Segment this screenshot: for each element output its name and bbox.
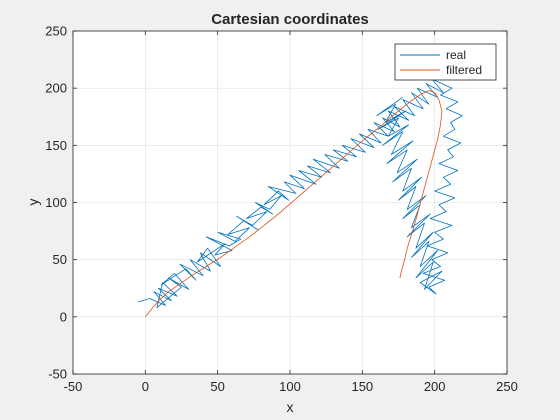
- x-tick-label: 0: [142, 379, 149, 394]
- series-line-filtered: [144, 90, 443, 318]
- tick-labels: -50 0 50 100 150 200 250 -50 0 50 100 150 200 250: [45, 24, 518, 395]
- ticks: [72, 30, 508, 375]
- y-tick-label: 200: [45, 81, 67, 96]
- y-tick-label: 50: [53, 252, 67, 267]
- x-tick-label: 100: [279, 379, 301, 394]
- x-tick-label: 250: [496, 379, 518, 394]
- x-tick-label: 50: [210, 379, 224, 394]
- x-tick-label: 200: [424, 379, 446, 394]
- y-tick-label: 250: [45, 24, 67, 39]
- legend: real filtered: [394, 43, 497, 81]
- legend-box: [394, 43, 497, 81]
- series-line-real: [137, 78, 463, 309]
- y-axis-label: y: [25, 199, 41, 206]
- chart-title: Cartesian coordinates: [211, 11, 369, 28]
- y-tick-label: 100: [45, 195, 67, 210]
- y-tick-label: 150: [45, 138, 67, 153]
- legend-label-filtered: filtered: [446, 63, 482, 77]
- legend-label-real: real: [446, 48, 466, 62]
- x-tick-label: -50: [64, 379, 83, 394]
- x-axis-label: x: [287, 399, 294, 415]
- series-layer: [137, 78, 463, 318]
- x-tick-label: 150: [351, 379, 373, 394]
- y-tick-label: 0: [60, 309, 67, 324]
- y-tick-label: -50: [48, 367, 67, 382]
